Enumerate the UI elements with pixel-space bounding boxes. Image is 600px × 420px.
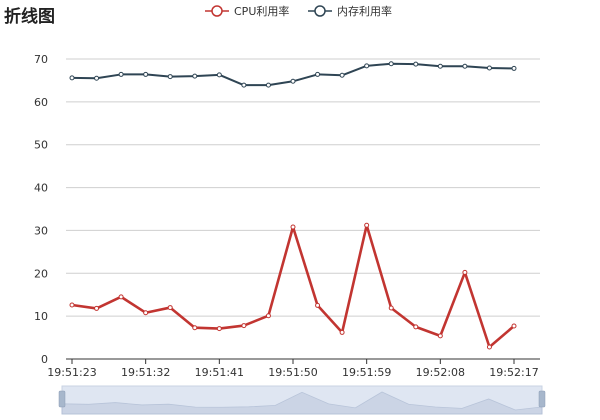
legend-circle-icon: [211, 5, 223, 17]
data-point[interactable]: [339, 329, 345, 335]
data-point[interactable]: [364, 63, 370, 69]
zoom-handle-right[interactable]: [538, 390, 546, 408]
data-zoom-slider[interactable]: [58, 385, 546, 415]
data-point[interactable]: [143, 310, 149, 316]
data-point[interactable]: [241, 82, 247, 88]
x-tick-label: 19:52:08: [416, 366, 465, 379]
y-tick-label: 40: [34, 182, 48, 195]
data-point[interactable]: [290, 224, 296, 230]
x-tick-label: 19:51:23: [47, 366, 96, 379]
y-tick-label: 10: [34, 310, 48, 323]
x-tick-label: 19:51:59: [342, 366, 391, 379]
data-point[interactable]: [339, 72, 345, 78]
x-axis: 19:51:23 19:51:32 19:51:41 19:51:50 19:51:59…: [47, 358, 540, 379]
y-axis: 0 10 20 30 40 50 60 70: [34, 53, 48, 366]
data-point[interactable]: [315, 302, 321, 308]
y-tick-label: 50: [34, 139, 48, 152]
data-point[interactable]: [69, 75, 75, 81]
data-point[interactable]: [167, 74, 173, 80]
data-point[interactable]: [437, 63, 443, 69]
legend-item-memory[interactable]: 内存利用率: [308, 4, 392, 18]
data-point[interactable]: [143, 71, 149, 77]
data-point[interactable]: [437, 333, 443, 339]
chart-title: 折线图: [4, 7, 55, 27]
data-point[interactable]: [462, 63, 468, 69]
y-tick-label: 30: [34, 224, 48, 237]
series-lines: [69, 61, 517, 350]
legend[interactable]: CPU利用率 内存利用率: [205, 4, 392, 18]
x-tick-label: 19:51:32: [121, 366, 170, 379]
data-point[interactable]: [388, 305, 394, 311]
data-point[interactable]: [167, 305, 173, 311]
data-point[interactable]: [118, 71, 124, 77]
zoom-preview-area: [61, 391, 543, 415]
data-point[interactable]: [216, 72, 222, 78]
data-point[interactable]: [486, 344, 492, 350]
data-point[interactable]: [511, 323, 517, 329]
data-point[interactable]: [265, 82, 271, 88]
data-point[interactable]: [241, 323, 247, 329]
legend-circle-icon: [314, 5, 326, 17]
data-point[interactable]: [486, 65, 492, 71]
data-point[interactable]: [413, 324, 419, 330]
y-tick-label: 60: [34, 96, 48, 109]
data-point[interactable]: [94, 75, 100, 81]
data-point[interactable]: [290, 78, 296, 84]
data-point[interactable]: [94, 305, 100, 311]
data-point[interactable]: [364, 222, 370, 228]
data-point[interactable]: [511, 65, 517, 71]
data-point[interactable]: [265, 313, 271, 319]
legend-label: 内存利用率: [337, 4, 392, 18]
data-point[interactable]: [388, 61, 394, 67]
x-tick-label: 19:51:41: [195, 366, 244, 379]
data-point[interactable]: [216, 326, 222, 332]
data-point[interactable]: [69, 302, 75, 308]
grid-lines: [66, 58, 540, 360]
x-tick-label: 19:52:17: [489, 366, 538, 379]
y-tick-label: 70: [34, 53, 48, 66]
series-line-cpu: [71, 223, 515, 349]
data-point[interactable]: [462, 269, 468, 275]
legend-item-cpu[interactable]: CPU利用率: [205, 4, 289, 18]
zoom-handle-left[interactable]: [58, 390, 66, 408]
data-point[interactable]: [413, 61, 419, 67]
data-point[interactable]: [192, 73, 198, 79]
y-tick-label: 20: [34, 267, 48, 280]
data-point[interactable]: [315, 71, 321, 77]
legend-label: CPU利用率: [234, 4, 289, 18]
data-point[interactable]: [118, 294, 124, 300]
x-tick-label: 19:51:50: [268, 366, 317, 379]
y-tick-label: 0: [41, 353, 48, 366]
data-point[interactable]: [192, 325, 198, 331]
